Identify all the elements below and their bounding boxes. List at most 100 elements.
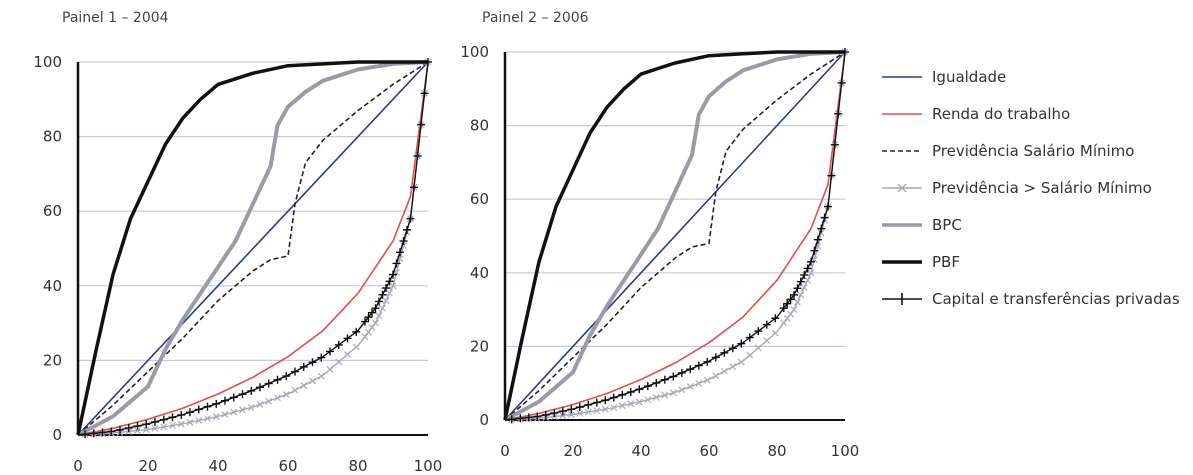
- series-marker: [803, 264, 812, 273]
- series-line-renda-do-trabalho: [77, 61, 429, 436]
- series-marker: [779, 304, 788, 313]
- panel-1-title: Painel 1 – 2004: [62, 10, 169, 26]
- y-tick-label: 60: [43, 202, 62, 220]
- series-marker: [558, 407, 567, 416]
- series-marker: [326, 347, 334, 356]
- marker-stroke: [737, 358, 745, 366]
- series-marker: [643, 382, 652, 391]
- series-marker: [609, 393, 618, 402]
- series-marker: [308, 358, 317, 367]
- marker-stroke: [309, 377, 316, 385]
- panel-1-plot: 0 20 40 60 80 100 0 20 40 60 80 100: [33, 53, 442, 475]
- x-tick-label: 40: [631, 442, 650, 460]
- series-marker: [780, 319, 788, 327]
- marker-stroke: [221, 411, 229, 418]
- x-tick-label: 40: [208, 457, 227, 475]
- series-line-bpc: [504, 50, 846, 422]
- series-line-igualdade: [504, 51, 846, 421]
- x-tick-label: 60: [699, 442, 718, 460]
- legend-item-pbf: PBF: [880, 243, 1180, 280]
- series-marker: [389, 270, 397, 279]
- series-marker: [626, 388, 635, 397]
- y-tick-label: 100: [460, 43, 489, 61]
- series-marker: [762, 320, 771, 329]
- series-marker: [783, 299, 792, 308]
- series-marker: [256, 383, 264, 392]
- series-marker: [204, 415, 211, 423]
- marker-stroke: [793, 298, 801, 306]
- series-marker: [238, 390, 247, 399]
- series-marker: [786, 295, 795, 304]
- series-marker: [212, 399, 221, 408]
- legend-swatch-prev-gt-sm-icon: [882, 183, 922, 192]
- marker-stroke: [177, 420, 185, 428]
- marker-stroke: [344, 351, 351, 358]
- marker-stroke: [300, 382, 308, 390]
- series-marker: [746, 351, 754, 359]
- series-marker: [703, 376, 711, 384]
- series-marker: [686, 365, 695, 374]
- series-marker: [593, 407, 601, 415]
- series-marker: [610, 404, 618, 411]
- series-marker: [98, 428, 107, 437]
- series-marker: [186, 408, 194, 417]
- series-marker: [830, 140, 839, 149]
- series-marker: [652, 394, 660, 401]
- series-marker: [368, 308, 376, 317]
- marker-stroke: [142, 426, 150, 434]
- series-marker: [810, 246, 819, 255]
- x-tick-label: 20: [138, 457, 157, 475]
- series-marker: [824, 202, 832, 211]
- marker-stroke: [352, 343, 360, 351]
- series-marker: [669, 372, 678, 381]
- marker-stroke: [652, 394, 660, 401]
- marker-stroke: [282, 391, 290, 399]
- series-marker: [177, 420, 185, 428]
- marker-stroke: [212, 413, 220, 421]
- y-tick-label: 20: [43, 351, 62, 369]
- y-tick-label: 20: [470, 337, 489, 355]
- series-marker: [291, 367, 299, 376]
- series-marker: [737, 339, 746, 348]
- series-marker: [195, 417, 203, 424]
- legend: Igualdade Renda do trabalho Previdência …: [880, 58, 1180, 317]
- series-marker: [807, 269, 815, 277]
- series-line-pbf: [76, 60, 428, 436]
- series-marker: [142, 426, 150, 434]
- marker-stroke: [763, 337, 771, 344]
- series-marker: [142, 420, 151, 429]
- series-marker: [159, 415, 168, 424]
- series-marker: [410, 183, 418, 192]
- marker-stroke: [797, 291, 805, 299]
- series-marker: [151, 424, 159, 432]
- series-marker: [230, 408, 238, 416]
- series-marker: [389, 282, 397, 290]
- marker-stroke: [317, 372, 325, 380]
- series-marker: [661, 391, 669, 399]
- legend-swatch-bpc-icon: [882, 222, 922, 227]
- marker-stroke: [610, 404, 618, 411]
- y-tick-label: 60: [470, 190, 489, 208]
- series-marker: [763, 337, 771, 344]
- series-marker: [375, 312, 383, 320]
- series-marker: [720, 367, 728, 375]
- series-marker: [212, 413, 220, 421]
- series-marker: [533, 412, 542, 421]
- x-tick-label: 100: [831, 442, 860, 460]
- series-line-renda-do-trabalho: [504, 51, 846, 421]
- marker-stroke: [389, 282, 397, 290]
- series-marker: [334, 340, 343, 349]
- panel-2-plot: 0 20 40 60 80 100 0 20 40 60 80 100: [460, 43, 860, 460]
- series-marker: [524, 413, 533, 422]
- series-marker: [203, 402, 212, 411]
- marker-stroke: [559, 412, 567, 420]
- series-marker: [239, 406, 246, 414]
- series-marker: [790, 290, 798, 299]
- series-marker: [584, 408, 592, 416]
- series-marker: [368, 324, 376, 332]
- series-marker: [783, 315, 791, 322]
- legend-label: Igualdade: [932, 67, 1007, 86]
- y-tick-label: 0: [479, 411, 489, 429]
- series-marker: [317, 353, 326, 362]
- series-marker: [771, 329, 779, 337]
